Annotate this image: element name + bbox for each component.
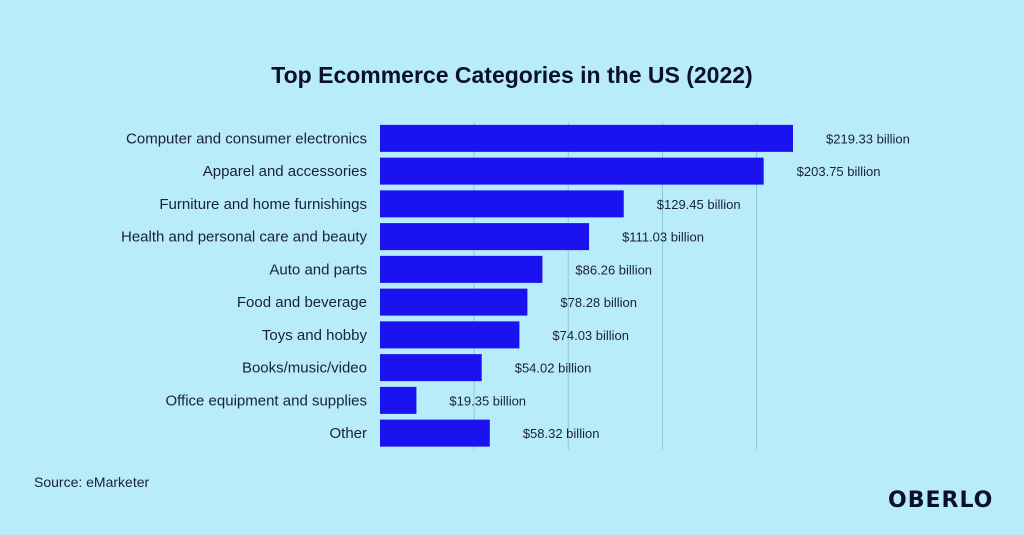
category-label-6: Toys and hobby xyxy=(262,327,368,344)
category-label-0: Computer and consumer electronics xyxy=(126,130,367,147)
oberlo-logo[interactable]: OBERLO xyxy=(888,488,994,513)
value-label-6: $74.03 billion xyxy=(552,328,629,343)
value-label-8: $19.35 billion xyxy=(449,393,526,408)
bar-7 xyxy=(380,354,482,382)
category-label-3: Health and personal care and beauty xyxy=(121,229,368,246)
chart-title: Top Ecommerce Categories in the US (2022… xyxy=(271,62,753,88)
value-labels: $219.33 billion $203.75 billion $129.45 bi… xyxy=(449,131,909,441)
bars xyxy=(380,124,793,447)
source-note: Source: eMarketer xyxy=(34,474,150,490)
category-label-1: Apparel and accessories xyxy=(203,163,367,180)
value-label-9: $58.32 billion xyxy=(523,426,600,441)
bar-9 xyxy=(380,419,490,447)
value-label-1: $203.75 billion xyxy=(797,164,881,179)
bar-8 xyxy=(380,386,417,414)
value-label-7: $54.02 billion xyxy=(515,361,592,376)
category-label-8: Office equipment and supplies xyxy=(165,392,367,409)
category-labels: Computer and consumer electronics Apparel… xyxy=(121,130,368,442)
value-label-4: $86.26 billion xyxy=(575,262,652,277)
category-label-7: Books/music/video xyxy=(242,360,367,377)
category-label-2: Furniture and home furnishings xyxy=(159,196,367,213)
category-label-5: Food and beverage xyxy=(237,294,367,311)
bar-3 xyxy=(380,223,590,251)
bar-4 xyxy=(380,255,543,283)
bar-0 xyxy=(380,124,793,152)
bar-6 xyxy=(380,321,520,349)
bar-2 xyxy=(380,190,624,218)
value-label-3: $111.03 billion xyxy=(622,230,704,245)
value-label-2: $129.45 billion xyxy=(657,197,741,212)
category-label-4: Auto and parts xyxy=(269,261,367,278)
value-label-0: $219.33 billion xyxy=(826,131,910,146)
bar-1 xyxy=(380,157,764,185)
category-label-9: Other xyxy=(329,425,367,442)
value-label-5: $78.28 billion xyxy=(560,295,637,310)
bar-5 xyxy=(380,288,528,316)
